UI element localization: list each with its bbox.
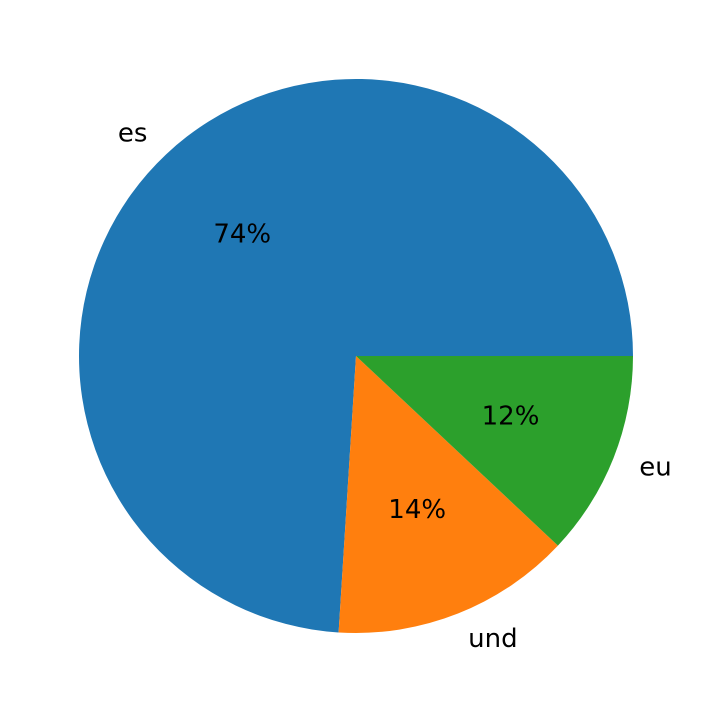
value-label: 74% xyxy=(213,219,271,249)
pie-slice xyxy=(78,78,634,633)
category-label: es xyxy=(118,118,148,148)
category-label: und xyxy=(468,624,517,654)
pie-slice xyxy=(356,356,633,546)
value-label: 14% xyxy=(388,495,446,525)
value-label: 12% xyxy=(482,402,540,432)
pie-slice xyxy=(338,356,558,634)
category-label: eu xyxy=(639,453,671,483)
